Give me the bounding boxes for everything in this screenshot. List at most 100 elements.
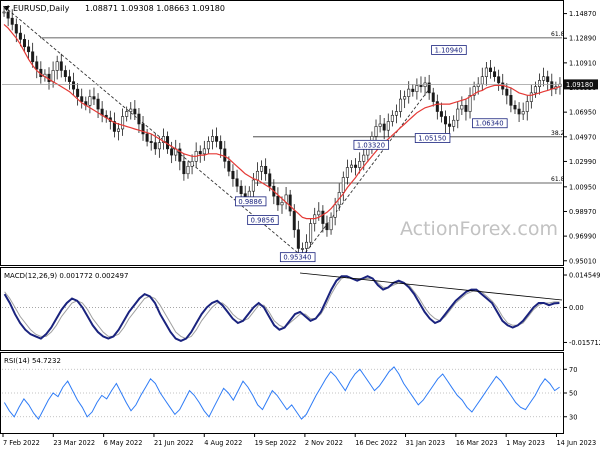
rsi-tick-label: 30	[569, 413, 577, 421]
candle-body	[141, 123, 145, 135]
candle-body	[10, 17, 14, 25]
candle-body	[125, 111, 129, 117]
candle-body	[452, 119, 456, 127]
candle-body	[358, 161, 362, 168]
candle-body	[419, 85, 423, 87]
macd-tick-label: 0.00	[569, 304, 584, 312]
candle-body	[415, 85, 419, 92]
candle-body	[444, 116, 448, 125]
candle-body	[431, 92, 435, 102]
candle-body	[317, 210, 321, 216]
candle-body	[460, 105, 464, 110]
macd-line	[3, 275, 560, 342]
candle-body	[72, 81, 76, 90]
candle-body	[116, 128, 120, 132]
price-labels: 0.95340 0.9886 0.9856 1.03320 1.10940 1.05150…	[234, 45, 508, 263]
candle-body	[456, 108, 460, 121]
candle-body	[280, 202, 284, 206]
candle-body	[435, 101, 439, 112]
macd-signal-line	[4, 275, 560, 340]
ohlc-values: 1.08871 1.09308 1.08663 1.09180	[85, 4, 225, 13]
candle-body	[488, 67, 492, 73]
macd-title: MACD(12,26,9) 0.001772 0.002497	[4, 272, 128, 280]
macd-panel-frame	[0, 267, 564, 351]
candle-body	[170, 148, 174, 156]
candle-body	[67, 76, 71, 82]
candle-body	[354, 164, 358, 168]
candle-body	[255, 170, 259, 181]
price-label-box	[353, 139, 390, 150]
candle-body	[296, 229, 300, 249]
candle-body	[112, 121, 116, 132]
candle-body	[264, 165, 268, 175]
current-price-label: 1.09180	[566, 81, 593, 89]
candle-body	[186, 165, 190, 175]
candle-body	[525, 101, 529, 112]
time-tick-label: 6 May 2022	[104, 439, 143, 447]
rsi-title: RSI(14) 54.7232	[4, 357, 61, 365]
candle-body	[178, 148, 182, 162]
candle-body	[206, 141, 210, 150]
macd-divergence-line	[299, 272, 563, 301]
candle-body	[92, 96, 96, 100]
candle-body	[157, 142, 161, 150]
candle-body	[47, 73, 51, 82]
candle-body	[513, 105, 517, 110]
moving-average-line	[3, 23, 561, 220]
candle-body	[480, 76, 484, 85]
candle-body	[153, 142, 157, 150]
candle-body	[133, 108, 137, 115]
candle-body	[55, 61, 59, 71]
price-tick-label: 1.02990	[569, 158, 596, 166]
candle-body	[129, 108, 133, 112]
price-tick-label: 1.06950	[569, 109, 596, 117]
price-tick-label: 1.12890	[569, 35, 596, 43]
fib-level-label: 38.2	[551, 130, 565, 137]
candle-body	[472, 86, 476, 96]
candle-body	[521, 111, 525, 115]
candle-body	[276, 195, 280, 206]
candle-body	[182, 161, 186, 175]
candle-body	[374, 126, 378, 137]
price-label: 1.10940	[435, 46, 463, 54]
candle-body	[321, 210, 325, 224]
candle-body	[2, 11, 6, 14]
candle-body	[505, 88, 509, 96]
candle-body	[227, 161, 231, 172]
candle-body	[349, 164, 353, 168]
watermark: ActionForex.com	[400, 218, 558, 240]
candle-body	[493, 71, 497, 77]
candle-body	[22, 39, 26, 48]
candle-body	[149, 141, 153, 143]
macd-tick-label: -0.015712	[569, 339, 600, 347]
candle-body	[31, 51, 35, 63]
symbol-label: EURUSD,Daily	[13, 4, 70, 13]
candle-body	[137, 113, 141, 125]
time-tick-label: 16 Dec 2022	[355, 439, 397, 447]
fib-level-label: 61.8	[551, 176, 565, 183]
candle-body	[484, 67, 488, 77]
candle-body	[325, 223, 329, 231]
time-tick-label: 31 Jan 2023	[406, 439, 446, 447]
price-tick-label: 0.95010	[569, 257, 596, 265]
candle-body	[305, 241, 309, 249]
candle-body	[439, 111, 443, 117]
price-label-box	[279, 252, 316, 263]
candle-body	[394, 111, 398, 116]
candle-body	[235, 178, 239, 187]
candle-body	[260, 165, 264, 172]
price-tick-label: 1.04970	[569, 133, 596, 141]
candle-body	[292, 210, 296, 231]
price-label: 0.95340	[283, 254, 311, 262]
macd-tick-label: 0.014549	[569, 272, 600, 280]
candle-body	[27, 46, 31, 53]
price-tick-label: 1.10910	[569, 59, 596, 67]
candle-body	[6, 11, 10, 19]
price-label-box	[234, 196, 267, 207]
candle-body	[251, 179, 255, 192]
candle-body	[145, 133, 149, 142]
candle-body	[411, 88, 415, 92]
candle-body	[333, 204, 337, 218]
candle-body	[468, 95, 472, 112]
